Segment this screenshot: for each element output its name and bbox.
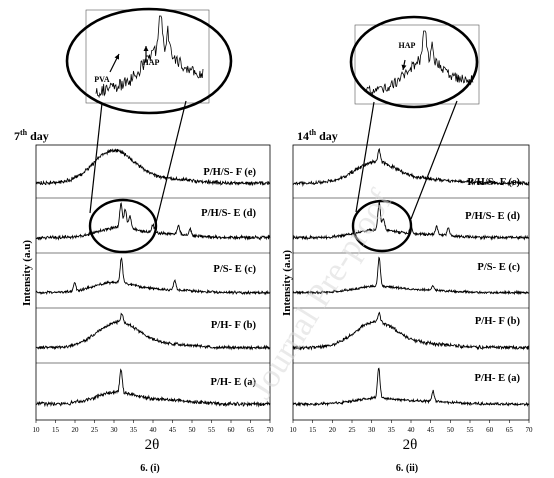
x-tick-label: 40 [408, 426, 416, 434]
x-tick-label: 65 [247, 426, 255, 434]
inset-frame [354, 24, 480, 105]
inset-circle [349, 15, 479, 109]
x-tick-label: 60 [228, 426, 236, 434]
x-tick-label: 30 [111, 426, 119, 434]
panel-label: 6. (i) [140, 463, 159, 474]
series-line [35, 257, 271, 296]
y-axis-label: Intensity (a.u) [21, 240, 33, 306]
x-tick-label: 55 [208, 426, 216, 434]
series-line [292, 367, 530, 408]
panel-label: 6. (ii) [396, 463, 418, 474]
panel-ii: P/H/S- F (e) P/H/S- E (d) P/S- E (c) P/H- F… [281, 15, 534, 474]
panel-i: P/H/S- F (e) P/H/S- E (d) P/S- E (c) P/H- F… [14, 7, 275, 474]
x-tick-label: 25 [349, 426, 357, 434]
x-axis-label: 2θ [145, 437, 160, 453]
x-tick-label: 70 [526, 426, 534, 434]
series-line [35, 368, 271, 408]
series-label: P/H- F (b) [475, 316, 521, 327]
series-label: P/S- E (c) [477, 262, 520, 273]
x-tick-label: 15 [309, 426, 317, 434]
x-tick-label: 10 [290, 426, 298, 434]
x-tick-label: 45 [427, 426, 435, 434]
series-line [35, 312, 271, 351]
series-line [35, 202, 271, 241]
inset-trace [95, 15, 204, 99]
series-label: P/S- E (c) [213, 264, 256, 275]
x-tick-label: 55 [467, 426, 475, 434]
series-label: P/H/S- F (e) [203, 167, 256, 178]
series-line [292, 256, 530, 296]
inset-arrowhead [143, 46, 149, 51]
inset-circle [65, 7, 233, 115]
inset-arrowhead [114, 54, 119, 60]
zoom-connector [355, 101, 375, 213]
x-tick-label: 50 [189, 426, 197, 434]
x-tick-label: 15 [52, 426, 60, 434]
day-label: 14th day [297, 128, 338, 143]
inset-label-pva: PVA [94, 75, 110, 84]
inset-frame [85, 9, 210, 104]
series-line [292, 148, 530, 187]
day-label: 7th day [14, 128, 49, 143]
x-axis-label: 2θ [403, 437, 418, 453]
inset-arrowhead [401, 64, 407, 70]
inset-label-hap: HAP [143, 58, 160, 67]
series-label: P/H/S- E (d) [465, 211, 520, 222]
zoom-connector [155, 100, 187, 224]
zoom-connector [89, 102, 103, 214]
inset-label-hap: HAP [399, 41, 416, 50]
series-label: P/H- E (a) [211, 377, 257, 388]
x-tick-label: 50 [447, 426, 455, 434]
x-tick-label: 20 [72, 426, 80, 434]
zoom-circle [351, 199, 413, 253]
x-tick-label: 70 [267, 426, 275, 434]
series-label: P/H- F (b) [211, 320, 257, 331]
x-tick-label: 60 [486, 426, 494, 434]
series-label: P/H- E (a) [475, 373, 521, 384]
x-tick-label: 35 [130, 426, 138, 434]
x-tick-label: 20 [329, 426, 337, 434]
x-tick-label: 40 [150, 426, 158, 434]
series-line [35, 148, 271, 187]
x-tick-label: 65 [506, 426, 514, 434]
zoom-connector [410, 100, 458, 220]
x-tick-label: 25 [91, 426, 99, 434]
x-tick-label: 45 [169, 426, 177, 434]
x-tick-label: 35 [388, 426, 396, 434]
series-label: P/H/S- F (e) [467, 177, 520, 188]
zoom-circle [88, 198, 158, 254]
x-tick-label: 30 [368, 426, 376, 434]
series-line [292, 311, 530, 351]
x-tick-label: 10 [33, 426, 41, 434]
inset-trace [364, 30, 474, 95]
series-label: P/H/S- E (d) [201, 208, 256, 219]
y-axis-label: Intensity (a.u) [281, 250, 293, 316]
